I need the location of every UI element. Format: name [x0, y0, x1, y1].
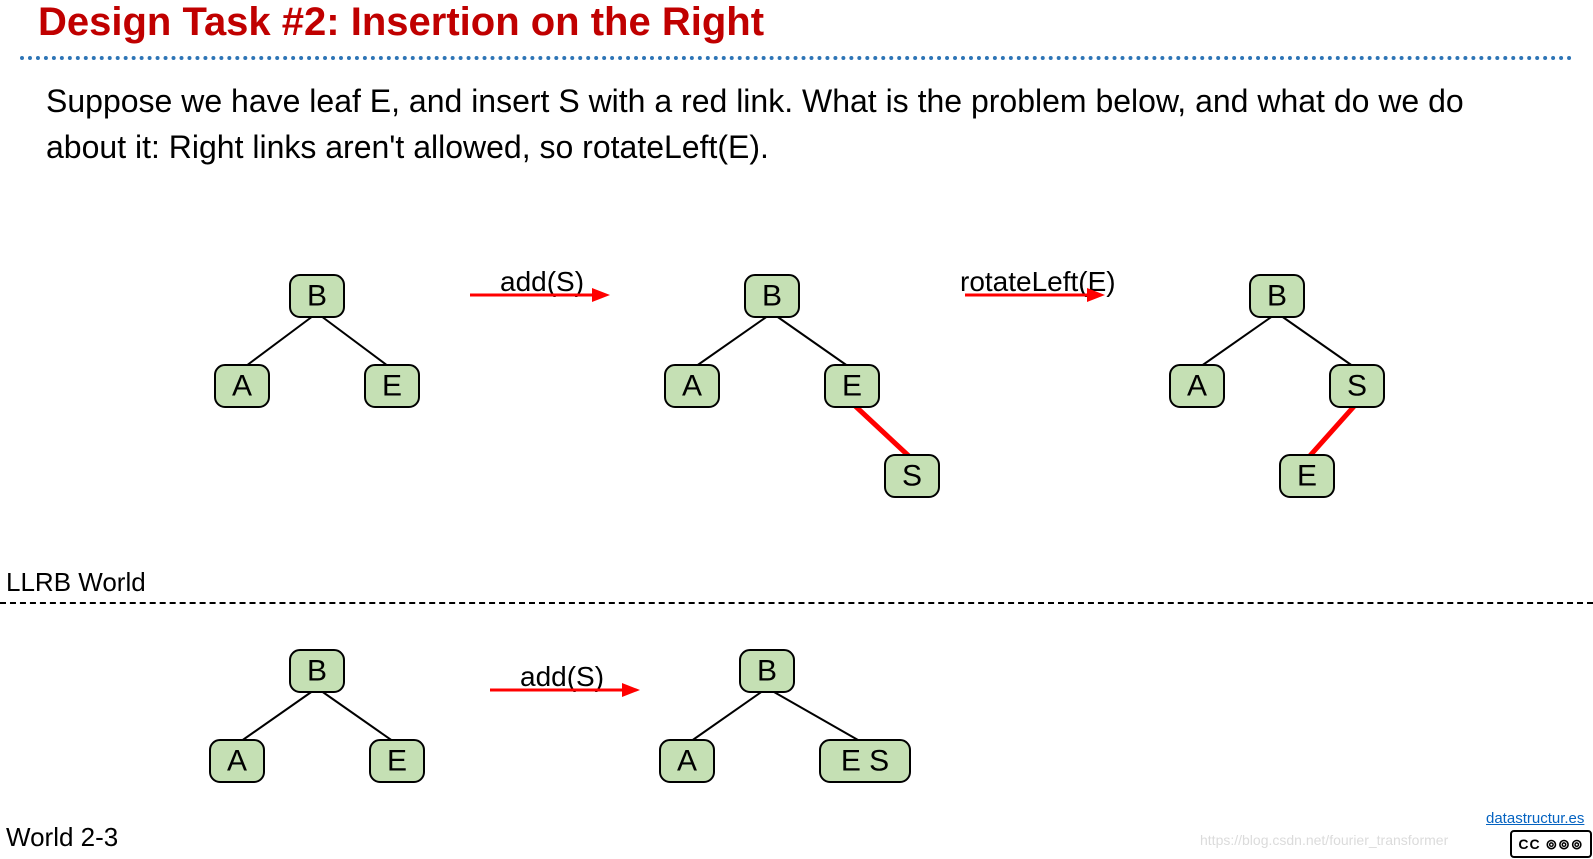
svg-text:A: A	[677, 745, 697, 778]
svg-text:E: E	[842, 370, 862, 403]
svg-text:E: E	[382, 370, 402, 403]
svg-text:add(S): add(S)	[520, 661, 604, 692]
svg-text:B: B	[1267, 280, 1287, 313]
svg-text:B: B	[757, 655, 777, 688]
bottom-diagram: B A Eadd(S) B A E S	[0, 620, 1593, 820]
llrb-world-label: LLRB World	[6, 567, 146, 598]
watermark-text: https://blog.csdn.net/fourier_transforme…	[1200, 832, 1448, 848]
svg-text:add(S): add(S)	[500, 266, 584, 297]
svg-text:E: E	[1297, 460, 1317, 493]
world-divider	[0, 602, 1593, 604]
svg-text:A: A	[1187, 370, 1207, 403]
svg-text:S: S	[902, 460, 922, 493]
slide-body-text: Suppose we have leaf E, and insert S wit…	[46, 78, 1546, 170]
title-divider	[20, 56, 1573, 60]
svg-text:A: A	[227, 745, 247, 778]
svg-text:A: A	[232, 370, 252, 403]
svg-text:A: A	[682, 370, 702, 403]
svg-text:B: B	[762, 280, 782, 313]
svg-text:E S: E S	[841, 745, 889, 778]
svg-text:B: B	[307, 655, 327, 688]
svg-text:E: E	[387, 745, 407, 778]
svg-text:S: S	[1347, 370, 1367, 403]
footer-link[interactable]: datastructur.es	[1486, 810, 1584, 827]
top-diagram: BAEadd(S)BAESrotateLeft(E)BASE	[0, 245, 1593, 505]
cc-badge-icon: CC ⊚⊚⊚	[1510, 830, 1592, 858]
svg-text:B: B	[307, 280, 327, 313]
world-23-label: World 2-3	[6, 822, 118, 853]
slide-title: Design Task #2: Insertion on the Right	[38, 0, 764, 45]
